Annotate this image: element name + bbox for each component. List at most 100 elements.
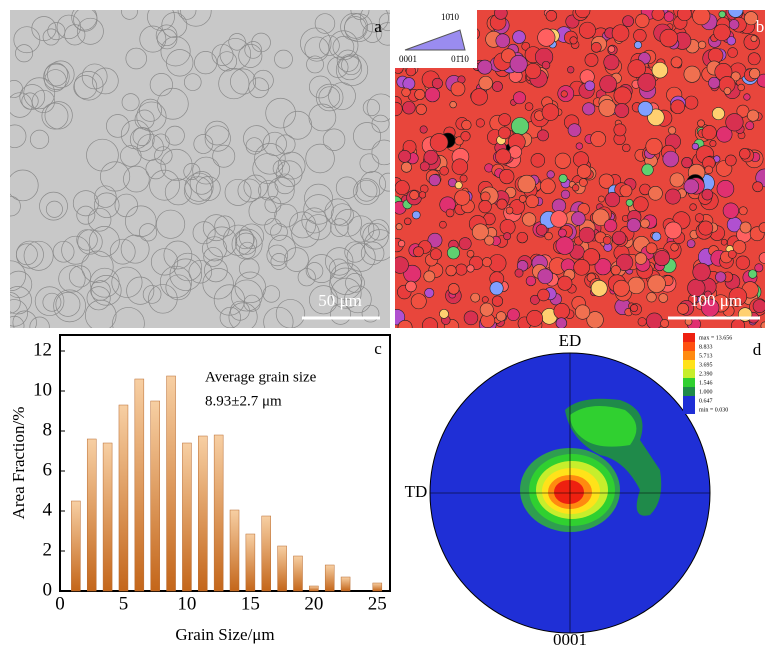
grain [55, 291, 81, 317]
grain [412, 210, 421, 220]
bar [213, 434, 224, 592]
grain [148, 284, 178, 314]
grain [44, 62, 69, 87]
grain [56, 14, 81, 40]
grain [183, 73, 202, 91]
grain [329, 267, 362, 301]
grain [737, 83, 745, 92]
grain [590, 279, 608, 297]
grain [627, 59, 646, 78]
grain [405, 280, 417, 293]
bar [86, 438, 97, 592]
grain [512, 30, 526, 44]
grain [329, 303, 352, 325]
grain [266, 244, 288, 267]
grain [106, 114, 130, 138]
grain [150, 248, 179, 276]
grain [683, 178, 700, 195]
grain [511, 117, 530, 136]
grain [470, 292, 481, 303]
grain [303, 194, 334, 225]
grain [329, 262, 363, 296]
grain [578, 21, 596, 39]
grain [189, 171, 214, 195]
grain [94, 185, 117, 208]
grain [728, 19, 740, 30]
grain [251, 32, 271, 53]
grain [248, 197, 277, 226]
grain [471, 223, 489, 241]
grain [402, 101, 416, 115]
grain [460, 131, 471, 142]
grain [560, 90, 568, 98]
grain [149, 169, 180, 201]
grain [513, 91, 526, 105]
grain [622, 15, 634, 27]
grain [423, 270, 436, 283]
grain [646, 312, 663, 328]
legend-swatch [683, 360, 695, 369]
grain [164, 178, 192, 206]
grain [10, 270, 33, 298]
grain [503, 232, 512, 241]
grain [553, 302, 570, 320]
bar [118, 404, 129, 592]
grain [707, 47, 724, 64]
grain [340, 12, 368, 41]
grain [677, 10, 692, 22]
grain [572, 184, 580, 192]
grain [160, 148, 193, 181]
grain [109, 238, 136, 265]
grain [235, 232, 258, 255]
grain [747, 52, 761, 66]
grain [238, 241, 256, 259]
grain [42, 292, 62, 312]
grain [44, 69, 67, 92]
grain [147, 10, 175, 31]
y-tick-label: 12 [33, 339, 52, 360]
grain [230, 68, 257, 95]
grain [371, 114, 390, 133]
grain [603, 54, 620, 71]
grain [19, 84, 46, 110]
grain [238, 43, 263, 68]
grain [449, 101, 457, 109]
grain [758, 222, 765, 233]
grain [10, 299, 28, 327]
grain [610, 265, 621, 276]
pole-legend: max = 13.656 8.833 5.713 3.695 2.390 1.546 1.0… [683, 333, 732, 414]
grain [126, 276, 155, 305]
grain [347, 215, 375, 243]
grain [418, 191, 427, 199]
grain [415, 103, 427, 115]
grain [139, 25, 167, 53]
grain [397, 240, 406, 248]
grain [231, 228, 263, 260]
grain [368, 219, 390, 241]
grain [397, 319, 413, 328]
grain [537, 28, 556, 47]
grain [496, 198, 508, 210]
grain [228, 33, 246, 51]
grain [475, 118, 485, 128]
pole-label: TD [405, 482, 428, 501]
grain [567, 123, 582, 137]
grain [718, 10, 726, 19]
grain [722, 202, 739, 219]
grain [622, 143, 631, 153]
grain [10, 124, 27, 148]
grain [112, 307, 145, 328]
grain [592, 208, 610, 226]
grain [413, 246, 424, 258]
grain [216, 51, 238, 72]
grain [640, 218, 650, 229]
grain [305, 143, 335, 174]
grain [514, 268, 524, 278]
grain [76, 205, 96, 225]
grain [360, 222, 380, 243]
grain [330, 277, 362, 309]
bar [71, 500, 81, 592]
pole-label: ED [559, 331, 582, 350]
grain [525, 63, 542, 79]
legend-swatch [683, 351, 695, 360]
